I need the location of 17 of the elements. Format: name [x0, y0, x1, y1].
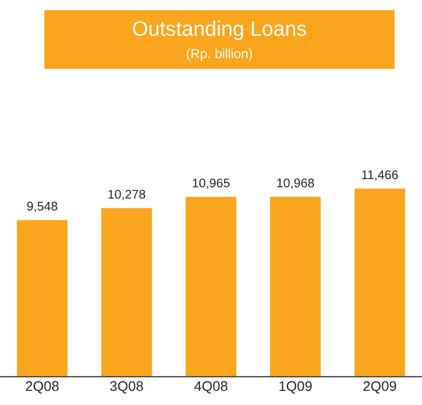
- bar: [354, 188, 406, 377]
- x-tick-label: 4Q08: [194, 381, 228, 394]
- bar: [270, 196, 321, 377]
- x-tick-label: 2Q09: [364, 381, 396, 394]
- bar: [101, 208, 152, 377]
- data-label: 10,965: [192, 178, 230, 189]
- bar: [16, 220, 68, 377]
- data-label: 10,968: [277, 178, 314, 189]
- chart-title: Outstanding Loans: [132, 20, 306, 40]
- chart-subtitle: (Rp. billion): [186, 48, 252, 61]
- x-tick-label: 2Q08: [26, 381, 59, 394]
- bar: [186, 196, 236, 377]
- data-label: 10,278: [108, 190, 146, 200]
- x-tick-label: 1Q09: [279, 381, 312, 394]
- data-label: 11,466: [362, 170, 398, 181]
- data-label: 9,548: [27, 202, 58, 212]
- x-tick-label: 3Q08: [110, 381, 143, 394]
